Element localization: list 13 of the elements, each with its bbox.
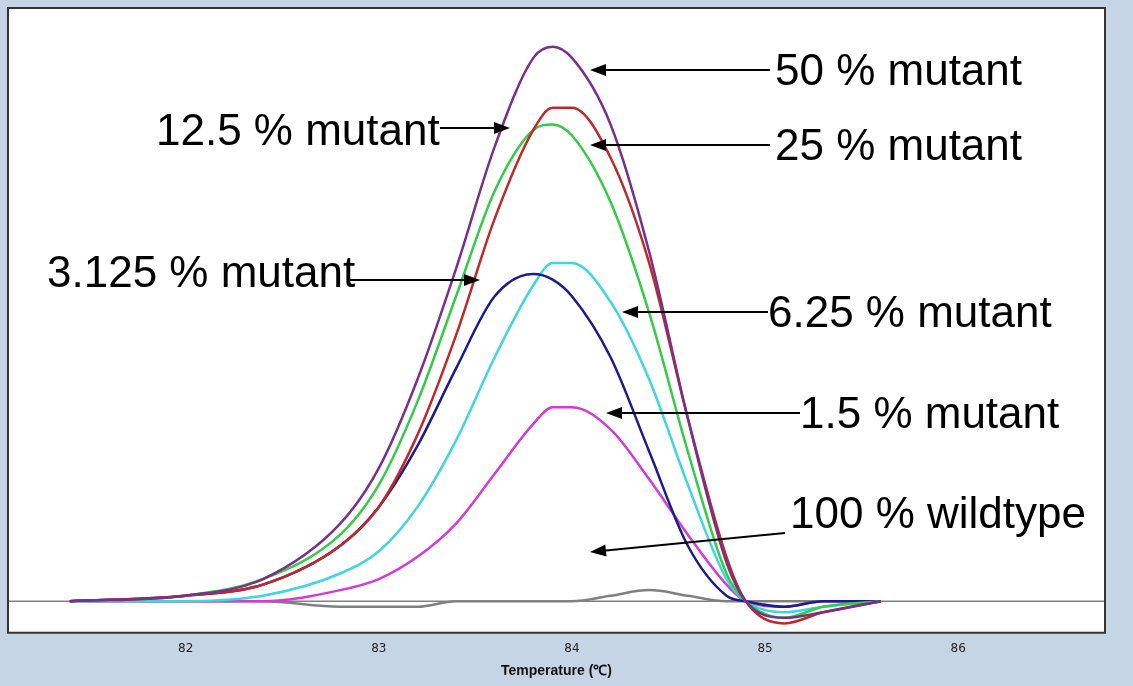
- annotation: 6.25 % mutant: [768, 287, 1052, 336]
- annotation: 12.5 % mutant: [156, 105, 440, 154]
- x-tick-label: 83: [371, 641, 387, 656]
- x-tick-label: 82: [178, 641, 194, 656]
- x-axis-title: Temperature (℃): [501, 662, 612, 679]
- annotation: 3.125 % mutant: [47, 247, 356, 296]
- annotation: 50 % mutant: [775, 45, 1023, 94]
- annotation: 25 % mutant: [775, 120, 1023, 169]
- annotation: 1.5 % mutant: [800, 388, 1060, 437]
- x-tick-label: 86: [950, 641, 966, 656]
- annotation: 100 % wildtype: [790, 488, 1086, 537]
- x-tick-label: 85: [757, 641, 773, 656]
- x-tick-label: 84: [564, 641, 580, 656]
